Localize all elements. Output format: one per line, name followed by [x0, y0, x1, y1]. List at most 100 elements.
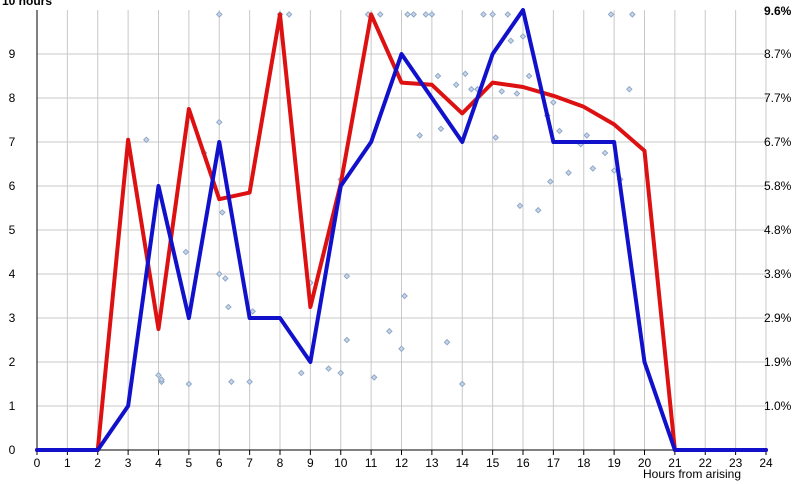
scatter-point: [468, 85, 475, 93]
scatter-point: [343, 272, 351, 280]
x-tick-label: 13: [425, 456, 439, 470]
scatter-point: [626, 85, 633, 93]
x-tick-label: 3: [125, 456, 132, 470]
scatter-point: [589, 165, 597, 172]
scatter-point: [461, 70, 469, 78]
scatter-point: [386, 327, 393, 335]
scatter-point: [370, 374, 378, 381]
x-tick-label: 2: [94, 456, 101, 470]
tick-labels: 0 1 2 3 4 5 6 7 8 9 10 11 12 13 14 15 16 17 18 19 20 21 22 23 24…: [9, 47, 792, 470]
scatter-point: [337, 369, 345, 377]
x-tick-label: 6: [216, 456, 223, 470]
y-tick-label-left: 4: [9, 267, 16, 281]
x-tick-label: 15: [486, 456, 500, 470]
y-tick-label-left: 9: [9, 47, 16, 61]
x-tick-label: 23: [729, 456, 743, 470]
right-axis-top-label: 9.6%: [764, 4, 792, 18]
scatter-point: [182, 248, 190, 256]
y-tick-label-right: 2.9%: [764, 311, 792, 325]
scatter-point: [607, 11, 615, 18]
scatter-point: [218, 209, 226, 216]
y-tick-label-left: 3: [9, 311, 16, 325]
y-tick-label-right: 5.8%: [764, 179, 792, 193]
scatter-point: [610, 167, 618, 174]
x-tick-label: 8: [277, 456, 284, 470]
scatter-point: [225, 303, 232, 311]
scatter-point: [513, 90, 521, 97]
x-tick-label: 11: [365, 456, 378, 470]
x-tick-label: 21: [668, 456, 682, 470]
y-tick-label-left: 0: [9, 443, 16, 457]
scatter-point: [498, 88, 506, 95]
scatter-point: [410, 11, 417, 18]
scatter-point: [480, 11, 487, 18]
x-tick-label: 7: [246, 456, 253, 470]
scatter-point: [249, 308, 256, 315]
x-tick-label: 5: [186, 456, 193, 470]
scatter-point: [583, 132, 591, 139]
scatter-point: [516, 202, 524, 210]
x-tick-label: 10: [334, 456, 348, 470]
scatter-point: [504, 11, 512, 18]
y-tick-label-right: 4.8%: [764, 223, 792, 237]
x-tick-label: 9: [307, 456, 314, 470]
series-line-blue: [35, 8, 768, 452]
scatter-point: [565, 169, 572, 177]
gridlines: [37, 10, 767, 450]
scatter-point: [404, 11, 411, 18]
x-tick-label: 18: [577, 456, 591, 470]
scatter-point: [398, 345, 405, 353]
scatter-point: [285, 11, 293, 18]
scatter-point: [215, 118, 223, 126]
scatter-point: [601, 149, 609, 157]
scatter-point: [629, 11, 636, 18]
y-tick-label-right: 1.9%: [764, 355, 792, 369]
y-tick-label-right: 3.8%: [764, 267, 792, 281]
scatter-point: [525, 72, 533, 80]
y-tick-label-right: 1.0%: [764, 399, 792, 413]
x-tick-label: 14: [456, 456, 470, 470]
y-tick-label-left: 6: [9, 179, 16, 193]
series-line-red: [35, 12, 768, 452]
y-tick-label-right: 8.7%: [764, 47, 792, 61]
scatter-point: [325, 365, 332, 372]
scatter-point: [492, 134, 499, 141]
scatter-point: [443, 338, 451, 346]
x-tick-label: 19: [607, 456, 621, 470]
x-tick-label: 4: [155, 456, 162, 470]
scatter-point: [155, 371, 162, 379]
y-tick-label-left: 1: [9, 399, 16, 413]
scatter-point: [416, 132, 424, 139]
y-tick-label-left: 7: [9, 135, 16, 149]
scatter-points: [143, 11, 636, 388]
scatter-point: [297, 369, 305, 377]
scatter-point: [519, 33, 527, 40]
scatter-point: [376, 11, 384, 18]
scatter-point: [489, 11, 496, 18]
scatter-point: [452, 81, 460, 89]
scatter-point: [434, 72, 442, 80]
scatter-point: [185, 380, 193, 388]
scatter-point: [401, 292, 408, 300]
scatter-point: [246, 378, 253, 386]
scatter-point: [422, 11, 430, 18]
scatter-point: [143, 136, 150, 144]
scatter-point: [547, 178, 554, 185]
scatter-point: [343, 336, 351, 344]
scatter-point: [437, 125, 445, 133]
x-tick-label: 20: [638, 456, 652, 470]
y-tick-label-left: 5: [9, 223, 16, 237]
x-tick-label: 16: [516, 456, 530, 470]
axes: [36, 10, 767, 455]
y-tick-label-right: 7.7%: [764, 91, 792, 105]
x-tick-label: 12: [395, 456, 409, 470]
scatter-point: [534, 206, 542, 214]
scatter-point: [507, 37, 515, 45]
scatter-point: [215, 11, 223, 18]
x-tick-label: 24: [759, 456, 773, 470]
left-axis-label: 10 hours: [2, 0, 52, 8]
x-tick-label: 22: [699, 456, 713, 470]
x-axis-title: Hours from arising: [643, 467, 741, 481]
scatter-point: [222, 275, 229, 282]
